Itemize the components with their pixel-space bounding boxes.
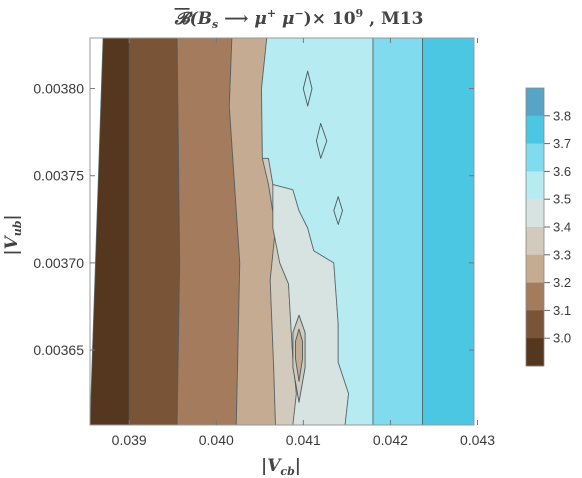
y-tick-label: 0.00365 (33, 342, 84, 358)
title-tail: , M13 (363, 9, 423, 29)
legend-swatch (526, 115, 544, 144)
title-mu2: μ (276, 9, 294, 29)
y-axis-ticks: 0.00365 0.00370 0.00375 0.00380 (33, 81, 474, 358)
x-axis-ticks: 0.039 0.040 0.041 0.042 0.043 (112, 38, 495, 448)
title-open: (B (190, 9, 212, 29)
contour-island-3.5-a (302, 70, 313, 107)
title-sub-s: s (212, 18, 218, 31)
y-axis-label-open: |V (2, 234, 22, 255)
y-tick-label: 0.00370 (33, 255, 84, 271)
x-tick-label: 0.042 (373, 432, 408, 448)
legend-label: 3.5 (553, 192, 571, 207)
legend: 3.8 3.7 3.6 3.5 3.4 3.3 3.2 3.1 3.0 (525, 87, 571, 367)
contour-bands (90, 38, 474, 425)
x-axis-label-sub: cb (280, 465, 295, 478)
x-axis-label-close: | (295, 456, 301, 476)
plot-frame (89, 37, 475, 426)
title-mu1: μ (254, 9, 266, 29)
contour-island-3.5-b (315, 122, 328, 159)
y-axis-label: |Vub| (2, 214, 24, 255)
contour-band-3.6-3.7 (372, 38, 424, 425)
legend-label: 3.6 (553, 164, 571, 179)
contour-band-3.7-3.8 (422, 38, 474, 425)
legend-swatch (526, 88, 544, 117)
x-tick-label: 0.040 (199, 432, 234, 448)
x-axis-label: |Vcb| (261, 456, 301, 478)
legend-swatch (526, 254, 544, 283)
x-tick-label: 0.041 (286, 432, 321, 448)
legend-label: 3.2 (553, 275, 571, 290)
contour-islands (292, 70, 343, 403)
contour-band-3.5-3.6 (261, 38, 374, 425)
contour-band-below-3.0 (90, 38, 130, 425)
legend-swatch (526, 143, 544, 172)
title-sup-plus: + (267, 7, 276, 20)
contour-island-3.5-c (333, 196, 343, 225)
title-sup-9: 9 (356, 7, 364, 20)
title-sup-minus: − (294, 7, 303, 20)
title-close: )× 10 (304, 9, 356, 29)
legend-label: 3.1 (553, 303, 571, 318)
x-tick-label: 0.039 (112, 432, 147, 448)
legend-swatch (526, 338, 544, 367)
legend-swatch (526, 282, 544, 311)
legend-label: 3.0 (553, 331, 571, 346)
legend-swatch (526, 227, 544, 256)
legend-frame (525, 87, 545, 367)
legend-label: 3.4 (553, 220, 571, 235)
contour-island-3.2-a (295, 328, 303, 382)
y-tick-label: 0.00380 (33, 81, 84, 97)
legend-swatch (526, 171, 544, 200)
chart-title: 𝓑(Bs ⟶ μ+ μ−)× 109 , M13 (174, 7, 424, 31)
x-axis-label-open: |V (261, 456, 282, 476)
y-axis-label-sub: ub (11, 220, 24, 236)
legend-label: 3.7 (553, 136, 571, 151)
plot-area: 0.039 0.040 0.041 0.042 0.043 0.00365 0.00370… (33, 37, 495, 448)
title-symbol: 𝓑 (174, 9, 194, 29)
legend-swatch (526, 310, 544, 339)
title-arrow: ⟶ (218, 9, 254, 29)
y-tick-label: 0.00375 (33, 168, 84, 184)
x-tick-label: 0.043 (460, 432, 495, 448)
contour-band-3.0-3.1 (128, 38, 181, 425)
y-axis-label-close: | (2, 214, 22, 220)
legend-label: 3.8 (553, 108, 571, 123)
legend-swatch (526, 199, 544, 228)
legend-label: 3.3 (553, 247, 571, 262)
